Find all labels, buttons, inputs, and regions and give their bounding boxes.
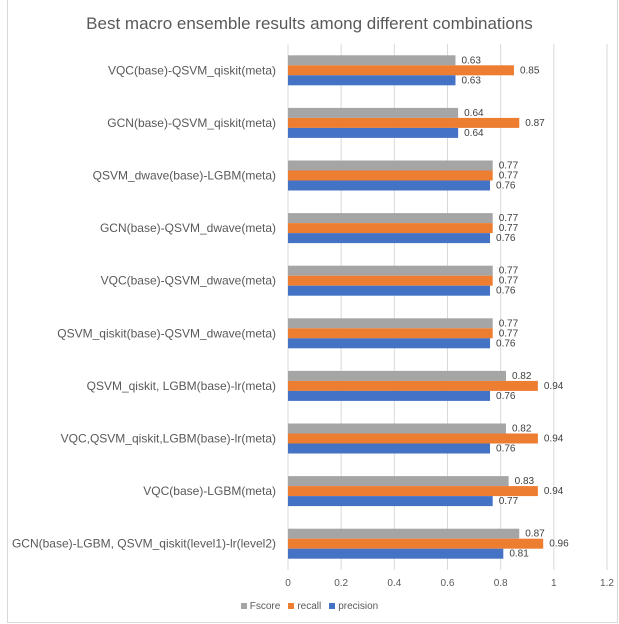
bar-recall xyxy=(288,275,493,286)
data-label: 0.81 xyxy=(509,549,529,560)
data-label: 0.76 xyxy=(496,444,516,455)
category-label: VQC(base)-LGBM(meta) xyxy=(143,484,276,498)
bar-recall xyxy=(288,433,538,444)
legend-label: Fscore xyxy=(249,601,281,612)
bar-precision xyxy=(288,180,491,191)
bar-precision xyxy=(288,285,491,296)
x-tick-label: 0.4 xyxy=(387,578,401,589)
data-label: 0.76 xyxy=(496,181,516,192)
data-label: 0.94 xyxy=(544,381,564,392)
data-label: 0.82 xyxy=(512,371,532,382)
legend-item-precision: precision xyxy=(329,601,378,612)
data-label: 0.77 xyxy=(499,171,519,182)
bar-recall xyxy=(288,117,520,128)
bar-precision xyxy=(288,496,493,507)
bar-recall xyxy=(288,380,538,391)
bar-fscore xyxy=(288,318,493,329)
x-tick-label: 0.6 xyxy=(441,578,455,589)
x-tick-label: 0.2 xyxy=(334,578,348,589)
bar-recall xyxy=(288,486,538,497)
data-label: 0.82 xyxy=(512,424,532,435)
bar-precision xyxy=(288,75,456,86)
x-tick-label: 1 xyxy=(551,578,557,589)
bar-recall xyxy=(288,65,514,76)
category-label: VQC(base)-QSVM_qiskit(meta) xyxy=(108,63,276,77)
x-tick-label: 0 xyxy=(285,578,291,589)
legend-item-fscore: Fscore xyxy=(240,601,281,612)
bar-recall xyxy=(288,538,544,549)
data-label: 0.87 xyxy=(525,118,545,129)
data-label: 0.77 xyxy=(499,276,519,287)
category-label: QSVM_dwave(base)-LGBM(meta) xyxy=(93,169,276,183)
data-label: 0.96 xyxy=(549,539,569,550)
data-label: 0.77 xyxy=(499,266,519,277)
bar-fscore xyxy=(288,107,459,118)
legend-label: recall xyxy=(297,601,322,612)
data-label: 0.63 xyxy=(461,75,481,86)
legend-swatch xyxy=(288,603,295,610)
data-label: 0.76 xyxy=(496,233,516,244)
bars xyxy=(288,55,544,559)
data-label: 0.77 xyxy=(499,161,519,172)
bar-fscore xyxy=(288,370,506,381)
category-label: GCN(base)-LGBM, QSVM_qiskit(level1)-lr(l… xyxy=(12,537,276,551)
data-label: 0.77 xyxy=(499,328,519,339)
data-label: 0.77 xyxy=(499,223,519,234)
data-label: 0.94 xyxy=(544,486,564,497)
category-label: GCN(base)-QSVM_dwave(meta) xyxy=(100,221,276,235)
bar-fscore xyxy=(288,160,493,171)
bar-precision xyxy=(288,127,459,138)
legend-item-recall: recall xyxy=(288,601,321,612)
data-label: 0.83 xyxy=(515,476,535,487)
bar-fscore xyxy=(288,528,520,539)
category-label: QSVM_qiskit(base)-QSVM_dwave(meta) xyxy=(57,326,276,340)
data-label: 0.76 xyxy=(496,338,516,349)
data-label: 0.76 xyxy=(496,286,516,297)
data-label: 0.85 xyxy=(520,65,540,76)
data-label: 0.77 xyxy=(499,496,519,507)
bar-recall xyxy=(288,170,493,181)
data-label: 0.76 xyxy=(496,391,516,402)
x-tick-label: 0.8 xyxy=(494,578,508,589)
category-label: VQC(base)-QSVM_dwave(meta) xyxy=(101,274,276,288)
category-label: VQC,QSVM_qiskit,LGBM(base)-lr(meta) xyxy=(61,432,276,446)
chart-title: Best macro ensemble results among differ… xyxy=(86,14,533,33)
bar-fscore xyxy=(288,55,456,66)
chart-frame xyxy=(7,0,618,623)
data-label: 0.64 xyxy=(464,128,484,139)
category-label: GCN(base)-QSVM_qiskit(meta) xyxy=(107,116,276,130)
bar-precision xyxy=(288,233,491,244)
legend-swatch xyxy=(240,603,247,610)
bar-precision xyxy=(288,338,491,349)
bar-fscore xyxy=(288,265,493,276)
bar-precision xyxy=(288,548,504,559)
bar-fscore xyxy=(288,423,506,434)
data-label: 0.94 xyxy=(544,434,564,445)
bar-recall xyxy=(288,328,493,339)
bar-fscore xyxy=(288,476,509,487)
data-label: 0.64 xyxy=(464,108,484,119)
data-label: 0.63 xyxy=(461,55,481,66)
data-label: 0.87 xyxy=(525,529,545,540)
bar-fscore xyxy=(288,213,493,224)
labels: 0 0.2 0.4 0.6 0.8 1 1.2VQC(base)-QSVM_qiskit(m… xyxy=(12,55,614,589)
bar-precision xyxy=(288,390,491,401)
bar-recall xyxy=(288,223,493,234)
bar-precision xyxy=(288,443,491,454)
data-label: 0.77 xyxy=(499,318,519,329)
legend: Fscore recall precision xyxy=(0,601,619,612)
category-label: QSVM_qiskit, LGBM(base)-lr(meta) xyxy=(87,379,276,393)
x-tick-label: 1.2 xyxy=(600,578,614,589)
data-label: 0.77 xyxy=(499,213,519,224)
legend-swatch xyxy=(329,603,336,610)
legend-label: precision xyxy=(338,601,379,612)
